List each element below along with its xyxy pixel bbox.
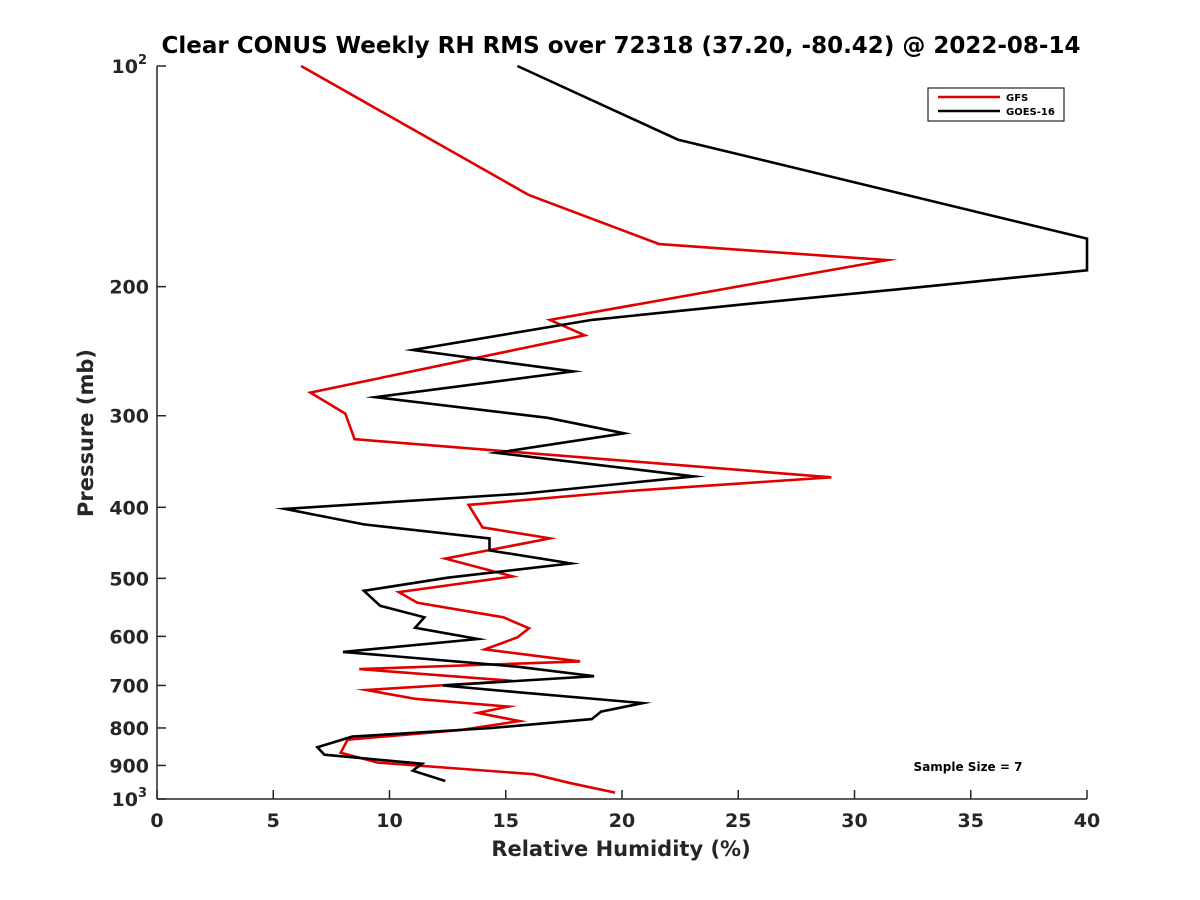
sample-size-annotation: Sample Size = 7 xyxy=(914,760,1023,774)
x-tick-label: 15 xyxy=(493,810,519,832)
y-tick-label: 800 xyxy=(109,718,149,740)
x-tick-label: 25 xyxy=(725,810,751,832)
y-tick-label: 10 xyxy=(112,56,138,78)
y-tick-label: 600 xyxy=(109,626,149,648)
y-tick-label: 400 xyxy=(109,497,149,519)
series-layer xyxy=(274,64,1089,794)
x-tick-label: 0 xyxy=(150,810,163,832)
x-tick-label: 10 xyxy=(376,810,402,832)
x-tick-label: 40 xyxy=(1074,810,1100,832)
x-axis-label: Relative Humidity (%) xyxy=(491,837,750,861)
series-line-goes16 xyxy=(274,64,1089,783)
legend-box xyxy=(927,87,1065,122)
legend: GFS GOES-16 xyxy=(927,87,1065,122)
y-tick-label: 700 xyxy=(109,675,149,697)
y-tick-label: 10 xyxy=(112,789,138,811)
legend-label-goes16: GOES-16 xyxy=(1006,107,1055,118)
y-tick-label: 900 xyxy=(109,755,149,777)
x-tick-label: 35 xyxy=(958,810,984,832)
legend-label-gfs: GFS xyxy=(1006,93,1028,104)
plot-area: 0 5 10 15 20 25 30 35 40 10 220030040050060070080… xyxy=(109,53,1100,832)
y-tick-label: 500 xyxy=(109,568,149,590)
x-tick-label: 5 xyxy=(267,810,280,832)
chart-title: Clear CONUS Weekly RH RMS over 72318 (37… xyxy=(162,33,1081,59)
y-axis-label: Pressure (mb) xyxy=(74,349,98,517)
y-tick-label: 200 xyxy=(109,277,149,299)
y-tick-label: 300 xyxy=(109,406,149,428)
x-tick-label: 20 xyxy=(609,810,635,832)
x-axis-ticks: 0 5 10 15 20 25 30 35 40 xyxy=(150,790,1100,832)
y-tick-exponent: 3 xyxy=(138,786,147,801)
x-tick-label: 30 xyxy=(841,810,867,832)
y-tick-exponent: 2 xyxy=(138,53,147,68)
